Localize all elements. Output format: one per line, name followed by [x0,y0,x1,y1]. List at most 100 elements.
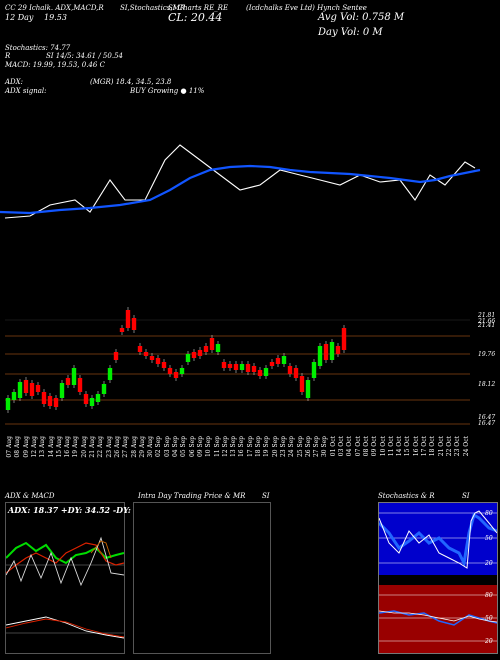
bull-candle [239,364,245,370]
date-tick: 07 Aug [6,436,13,458]
date-tick: 10 Sep [205,436,213,458]
date-tick: 14 Aug [47,436,55,458]
bull-candle [71,368,77,385]
date-tick: 01 Oct [329,436,337,457]
rsi-prefix: R [5,52,11,60]
adx-label: ADX: [5,78,24,86]
main-price-chart [0,144,481,425]
date-tick: 08 Aug [14,436,22,458]
stoch-white-line [379,510,497,569]
day-volume: Day Vol: 0 M [318,27,383,38]
price-tick: 21.81 [478,312,496,319]
rsi-white-line [379,610,497,623]
date-tick: 17 Sep [246,436,254,458]
adx-macd-panel: ADX: 18.37 +DY: 34.52 -DY: 23.81 [5,502,159,654]
bull-candle [311,362,317,378]
bear-candle [149,356,155,360]
bear-candle [341,328,347,350]
bull-candle [11,392,17,400]
candlesticks [5,307,347,413]
date-tick: 13 Sep [230,436,238,458]
adx-green-line [6,541,124,565]
adx-panel-readout: ADX: 18.37 +DY: 34.52 -DY: 23.81 [8,505,159,515]
adx-values: (MGR) 18.4, 34.5, 23.8 [90,78,172,86]
header-charts-label: SI Charts RE_RE [168,4,229,12]
date-tick: 20 Aug [80,436,88,458]
date-tick: 04 Oct [346,436,354,457]
date-tick: 22 Aug [97,436,105,458]
bear-candle [119,328,125,332]
adx-white-line [6,536,124,587]
bear-candle [299,376,305,392]
date-tick: 22 Oct [445,436,453,457]
date-tick: 12 Sep [221,436,229,458]
bear-candle [251,366,257,372]
intraday-panel-title: Intra Day Trading Price & MR [138,492,246,500]
price-tick: 19.76 [478,351,496,358]
bear-candle [137,346,143,352]
date-tick: 13 Aug [39,436,47,458]
bull-candle [329,342,335,360]
stoch-panel-title-suffix: SI [462,492,470,500]
date-tick: 23 Aug [105,436,113,458]
price-tick: 18.12 [478,381,496,388]
bull-candle [281,356,287,364]
date-tick: 02 Sep [155,436,163,458]
bear-candle [155,358,161,364]
day-label: 12 Day [5,13,34,22]
bear-candle [323,344,329,360]
date-tick: 15 Aug [55,436,63,458]
bear-candle [113,352,119,360]
bear-candle [131,318,137,330]
bear-candle [209,338,215,350]
date-tick: 05 Sep [180,436,188,458]
intraday-panel-title-suffix: SI [262,492,270,500]
day-value: 19.53 [44,13,67,22]
date-tick: 27 Sep [313,436,321,458]
rsi-tick: 20 [485,638,493,645]
bear-candle [173,372,179,378]
price-tick: 16.47 [478,414,496,421]
date-tick: 20 Sep [271,436,279,458]
date-tick: 09 Oct [371,436,379,457]
bear-candle [35,385,41,392]
date-tick: 27 Aug [122,436,130,458]
bear-candle [233,364,239,370]
bear-candle [143,352,149,356]
date-tick: 21 Oct [437,436,445,457]
stoch-panel-title: Stochastics & R [378,492,435,500]
rsi-tick: 80 [485,592,493,599]
header-indicators: SI,Stochastics,MR [120,4,186,12]
date-tick: 30 Sep [321,436,329,458]
stochastics-readout: Stochastics: 74.77 [5,44,71,52]
stoch-tick: 20 [485,560,493,567]
bear-candle [335,346,341,354]
date-tick: 18 Sep [255,436,262,458]
date-tick: 19 Aug [72,436,80,458]
date-tick: 15 Oct [404,436,412,457]
bear-candle [245,364,251,372]
stochastics-rsi-panel: 80 50 20 80 50 20 [378,502,498,654]
bear-candle [65,378,71,385]
date-tick: 06 Sep [188,436,196,458]
bear-candle [77,378,83,392]
date-tick: 11 Sep [213,436,221,458]
adx-signal-value: BUY Growing ● 11% [130,87,205,95]
bear-candle [125,310,131,328]
adx-signal-label: ADX signal: [5,87,47,95]
bear-candle [47,396,53,406]
date-tick: 09 Sep [196,436,204,458]
stoch-rsi-svg [379,503,497,653]
bull-candle [185,354,191,362]
bull-candle [215,344,221,352]
header-symbol: CC 29 Ichalk. ADX,MACD,R [5,4,104,12]
rsi-tick: 50 [485,615,493,622]
bear-candle [83,394,89,404]
adx-orange-line [90,540,112,559]
bull-candle [17,382,23,398]
bear-candle [161,362,167,368]
adx-red-line [6,542,124,574]
bear-candle [227,364,233,368]
bull-candle [305,380,311,398]
bear-candle [203,346,209,352]
